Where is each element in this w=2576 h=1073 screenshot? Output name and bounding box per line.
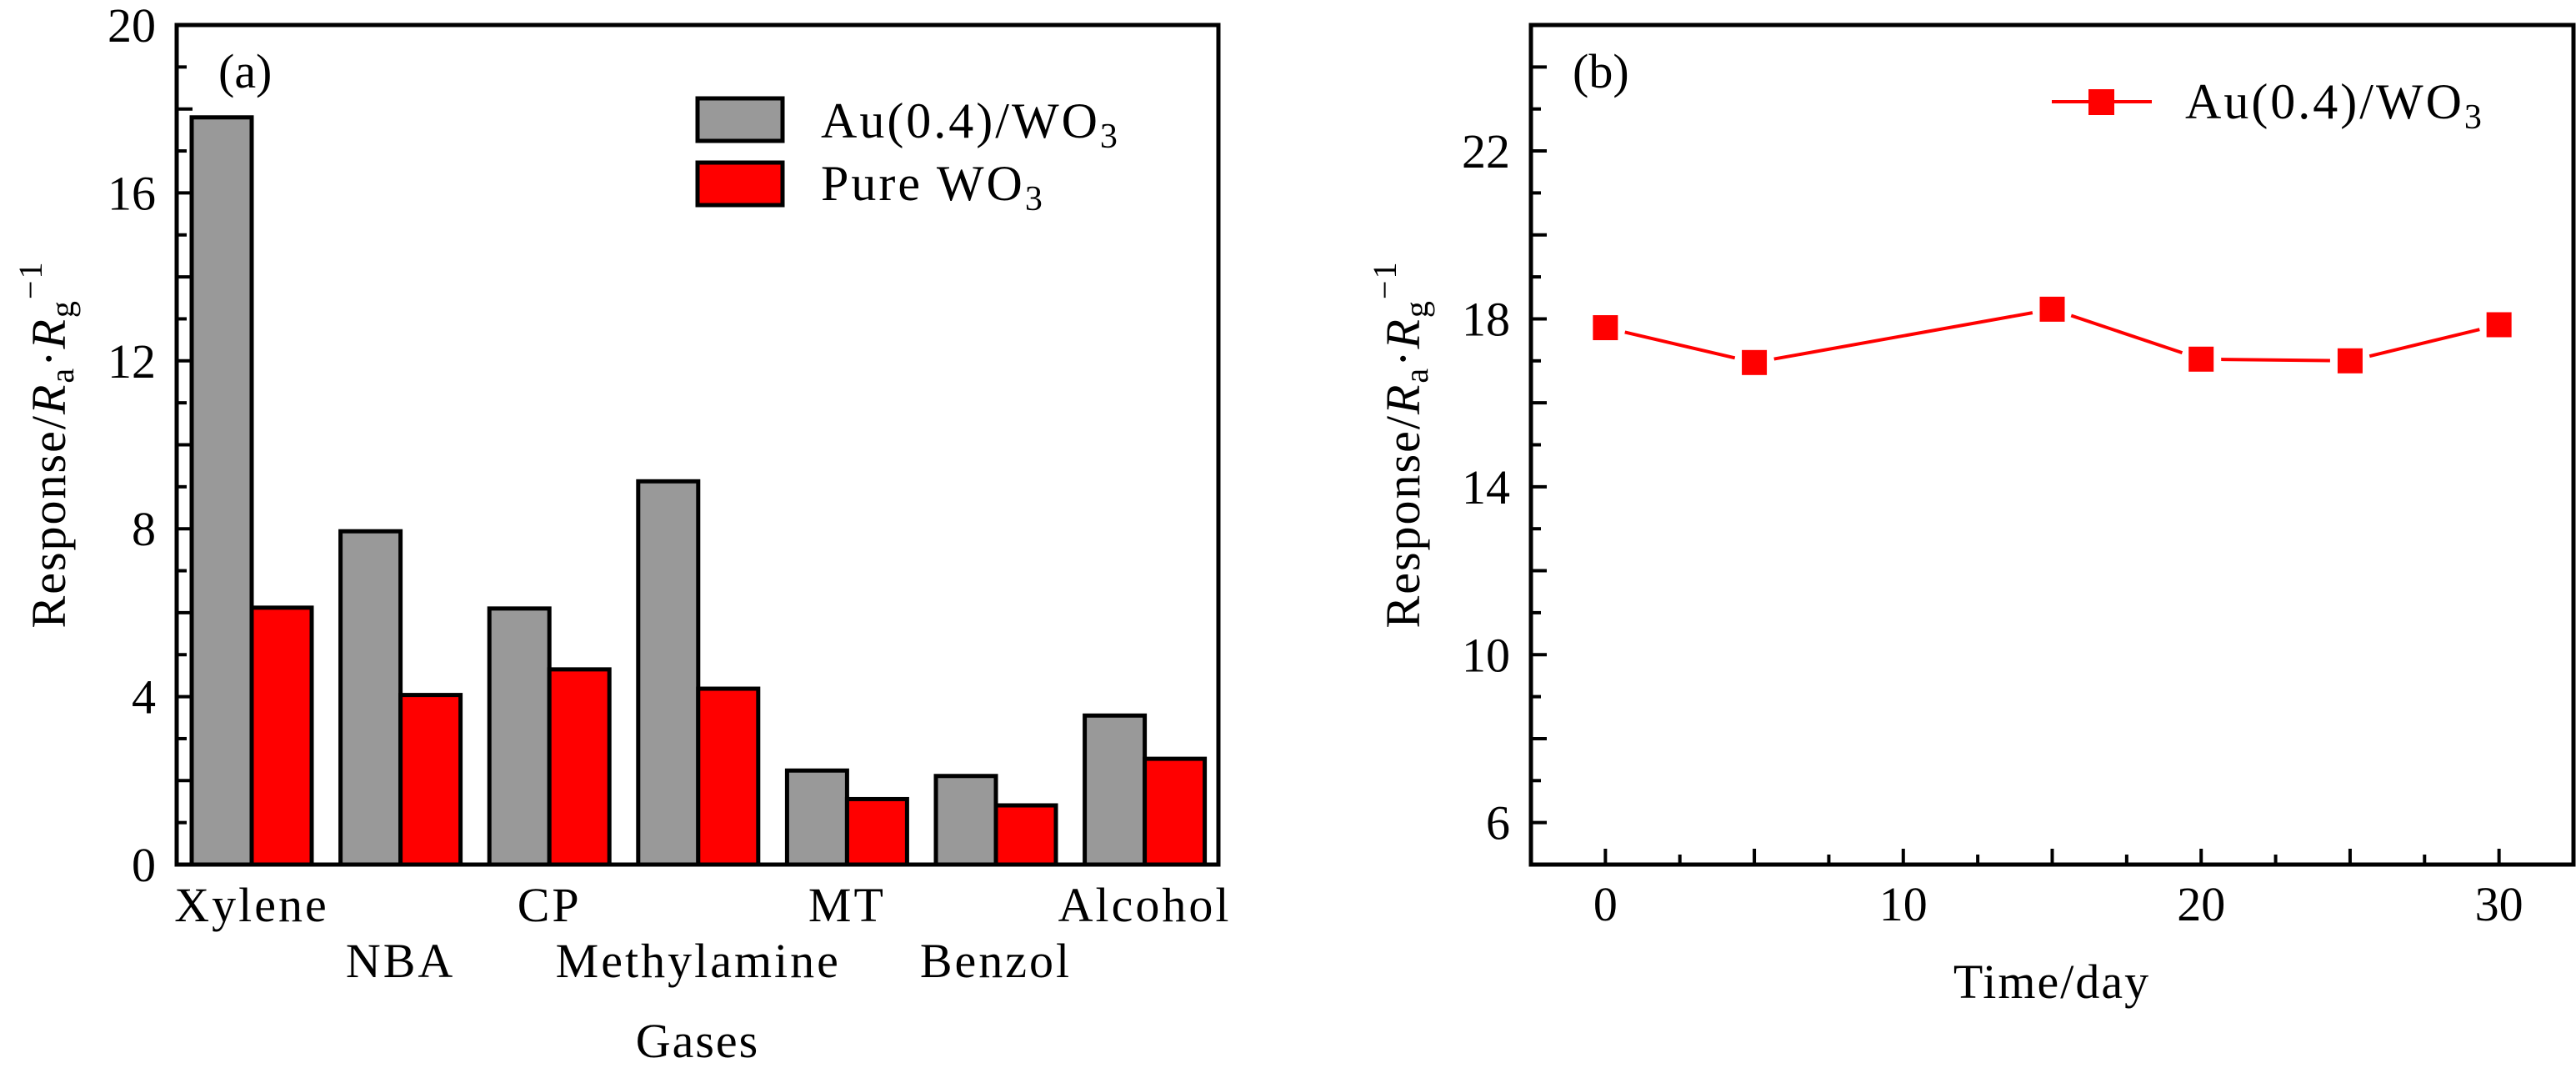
data-point-day-5 xyxy=(1742,349,1768,375)
legend-item-au-wo3[interactable]: Au(0.4)/WO3 xyxy=(695,93,1120,156)
y-axis-title-r1: R xyxy=(1376,384,1430,415)
category-label: Benzol xyxy=(920,934,1072,988)
y-tick-label: 8 xyxy=(132,502,156,556)
bar-alcohol-pure-wo3 xyxy=(1143,756,1208,867)
axis-ticks xyxy=(1531,23,2501,866)
y-axis-title-sup: −1 xyxy=(12,261,49,300)
legend-label-sub: 3 xyxy=(1100,118,1120,156)
y-axis-title-sub2: g xyxy=(43,299,81,318)
y-axis-title-sup: −1 xyxy=(1366,261,1403,300)
x-tick-label: 0 xyxy=(1593,877,1618,931)
data-point-day-20 xyxy=(2188,346,2214,372)
legend-label-main: Au(0.4)/WO xyxy=(821,93,1100,148)
bar-mt-pure-wo3 xyxy=(844,796,909,867)
legend-label: Au(0.4)/WO3 xyxy=(2185,74,2484,137)
data-point-day-25 xyxy=(2337,348,2363,374)
panel-label-b: (b) xyxy=(1573,44,1629,98)
data-point-day-30 xyxy=(2486,312,2512,338)
category-label: Methylamine xyxy=(556,934,841,988)
bar-methylamine-pure-wo3 xyxy=(696,686,761,867)
y-axis-title-main: Response/ xyxy=(22,414,76,628)
category-label: Alcohol xyxy=(1058,878,1232,932)
legend-label-main: Pure WO xyxy=(821,156,1025,211)
panel-label-a: (a) xyxy=(218,44,272,98)
y-tick-label: 4 xyxy=(132,670,156,725)
y-axis-title-dot: · xyxy=(22,349,76,367)
bar-nba-au-wo3 xyxy=(338,529,403,867)
x-tick-label: 20 xyxy=(2177,877,2225,931)
legend-item-au-wo3[interactable]: Au(0.4)/WO3 xyxy=(2052,74,2484,137)
legend: Au(0.4)/WO3 Pure WO3 xyxy=(695,93,1120,218)
bar-group xyxy=(189,115,1208,867)
series-line-segment xyxy=(1624,330,1736,360)
legend-label: Au(0.4)/WO3 xyxy=(821,93,1120,156)
bar-mt-au-wo3 xyxy=(784,768,849,867)
legend-label-sub: 3 xyxy=(2464,98,2484,137)
y-axis-title-r2: R xyxy=(22,318,76,349)
y-tick-label: 14 xyxy=(1462,460,1510,514)
y-axis-title-r1: R xyxy=(22,384,76,415)
y-axis-title: Response/Ra·Rg−1 xyxy=(12,261,81,629)
y-axis-title-sub2: g xyxy=(1398,299,1435,318)
y-axis-title-r2: R xyxy=(1376,318,1430,349)
legend-marker-square-icon xyxy=(2088,89,2114,115)
bar-benzol-pure-wo3 xyxy=(993,803,1058,867)
bar-xylene-pure-wo3 xyxy=(249,605,314,867)
bar-benzol-au-wo3 xyxy=(933,774,998,867)
bar-alcohol-au-wo3 xyxy=(1083,713,1148,867)
y-tick-label: 18 xyxy=(1462,292,1510,346)
y-tick-label: 10 xyxy=(1462,628,1510,682)
y-tick-labels: 6 10 14 18 22 xyxy=(1462,124,1510,850)
series-au-wo3 xyxy=(1593,296,2512,375)
y-tick-label: 12 xyxy=(108,334,156,389)
data-point-day-0 xyxy=(1593,315,1618,341)
category-label: CP xyxy=(518,878,582,932)
series-line-segment xyxy=(1773,311,2033,361)
data-point-day-15 xyxy=(2039,296,2065,322)
y-axis-title-main: Response/ xyxy=(1376,414,1430,628)
legend-swatch xyxy=(695,160,785,208)
y-tick-label: 22 xyxy=(1462,124,1510,178)
x-tick-label: 30 xyxy=(2475,877,2523,931)
bar-nba-pure-wo3 xyxy=(398,693,463,867)
y-axis-title-sub1: a xyxy=(43,367,81,384)
series-line-segment xyxy=(2368,328,2480,359)
legend-swatch xyxy=(695,96,785,143)
x-tick-labels: 0 10 20 30 xyxy=(1593,877,2523,931)
category-label: MT xyxy=(808,878,886,932)
x-tick-label: 10 xyxy=(1879,877,1928,931)
bar-cp-au-wo3 xyxy=(487,606,552,867)
bar-methylamine-au-wo3 xyxy=(636,479,701,867)
category-label: Xylene xyxy=(174,878,329,932)
legend-label: Pure WO3 xyxy=(821,156,1045,218)
bar-xylene-au-wo3 xyxy=(189,115,254,867)
legend-label-main: Au(0.4)/WO xyxy=(2185,74,2464,129)
bar-cp-pure-wo3 xyxy=(547,667,612,867)
x-axis-title: Gases xyxy=(636,1014,760,1068)
y-tick-label: 0 xyxy=(132,838,156,892)
y-axis-title-dot: · xyxy=(1376,349,1430,367)
y-tick-label: 20 xyxy=(108,0,156,53)
y-axis-title-sub1: a xyxy=(1398,367,1435,384)
panel-b-line-chart: 6 10 14 18 22 0 10 20 30 (b) Time/day Response/… xyxy=(1366,23,2576,1009)
series-line-segment xyxy=(2221,358,2330,363)
series-line-segment xyxy=(2070,313,2183,355)
y-tick-label: 16 xyxy=(108,166,156,220)
x-axis-title: Time/day xyxy=(1953,955,2150,1009)
y-axis-title: Response/Ra·Rg−1 xyxy=(1366,261,1435,629)
legend: Au(0.4)/WO3 xyxy=(2052,74,2484,137)
legend-item-pure-wo3[interactable]: Pure WO3 xyxy=(695,156,1045,218)
category-label: NBA xyxy=(346,934,455,988)
legend-label-sub: 3 xyxy=(1025,180,1045,218)
plot-frame xyxy=(174,23,1221,867)
y-tick-labels: 0 4 8 12 16 20 xyxy=(108,0,156,892)
y-tick-label: 6 xyxy=(1486,796,1510,850)
plot-frame xyxy=(1528,23,2576,867)
